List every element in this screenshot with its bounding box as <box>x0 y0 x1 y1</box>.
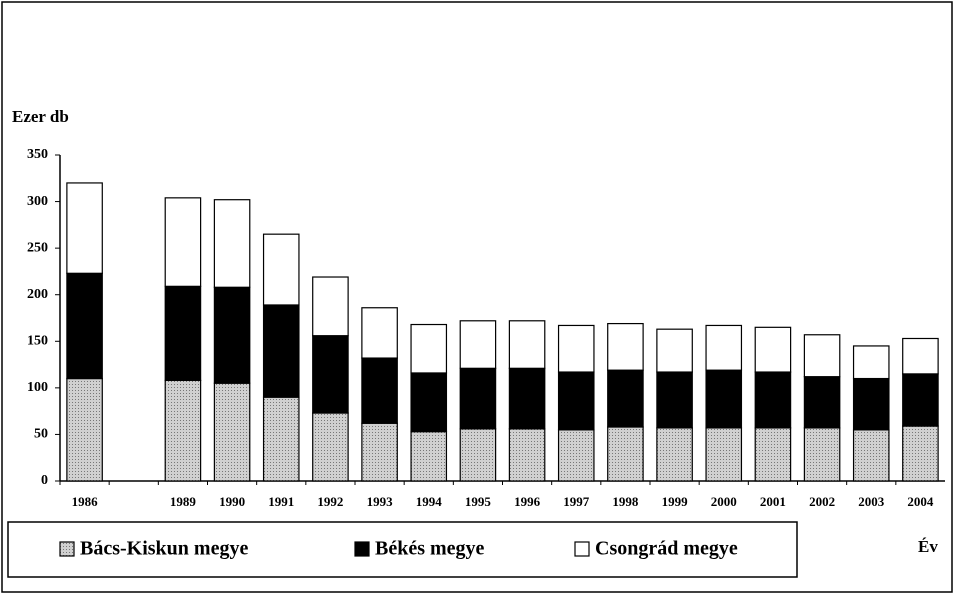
bar-segment <box>262 304 300 398</box>
bar-segment <box>66 182 103 274</box>
legend-label: Csongrád megye <box>595 538 738 560</box>
legend-swatch <box>59 541 75 557</box>
bar-segment <box>213 286 251 384</box>
legend-swatch <box>574 541 590 557</box>
x-tick-label: 1996 <box>514 494 541 509</box>
bar-segment <box>705 324 743 371</box>
bar-segment <box>705 427 743 482</box>
y-tick-label: 200 <box>27 287 48 302</box>
bar-segment <box>656 427 693 482</box>
bar-segment <box>312 276 349 337</box>
bar-segment <box>213 382 251 482</box>
bar-segment <box>459 367 497 430</box>
x-tick-label: 1997 <box>563 494 590 509</box>
x-tick-label: 1998 <box>612 494 639 509</box>
bar-segment <box>705 369 743 429</box>
x-tick-label: 1989 <box>170 494 197 509</box>
y-tick-label: 100 <box>27 380 48 395</box>
x-axis-label: Év <box>918 537 938 556</box>
legend-label: Békés megye <box>375 538 485 560</box>
y-tick-label: 150 <box>27 334 48 349</box>
bar-segment <box>508 428 546 482</box>
bar-segment <box>312 412 349 482</box>
bar-segment <box>459 428 497 482</box>
x-tick-label: 2004 <box>907 494 934 509</box>
bar-segment <box>262 396 300 482</box>
x-tick-label: 1995 <box>465 494 492 509</box>
x-tick-label: 1994 <box>416 494 443 509</box>
bar-segment <box>410 323 448 374</box>
bar-segment <box>607 369 644 428</box>
bar-segment <box>262 233 300 306</box>
bar-segment <box>164 379 202 482</box>
bar-segment <box>508 367 546 430</box>
bar-segment <box>754 326 792 373</box>
bar-segment <box>852 345 890 380</box>
bar-segment <box>656 371 693 429</box>
x-tick-label: 1999 <box>662 494 689 509</box>
y-tick-label: 300 <box>27 194 48 209</box>
bar-segment <box>607 322 644 371</box>
bar-segment <box>410 372 448 433</box>
bar-segment <box>902 373 939 427</box>
bar-segment <box>803 334 841 378</box>
legend-swatch <box>354 541 370 557</box>
y-tick-label: 250 <box>27 240 48 255</box>
bar-segment <box>66 377 103 482</box>
x-tick-label: 1986 <box>72 494 99 509</box>
x-tick-label: 2002 <box>809 494 835 509</box>
bar-segment <box>312 335 349 414</box>
x-tick-label: 1990 <box>219 494 245 509</box>
bar-segment <box>213 199 251 288</box>
x-tick-label: 1993 <box>367 494 394 509</box>
y-tick-label: 0 <box>41 473 48 488</box>
x-tick-label: 2001 <box>760 494 786 509</box>
x-tick-label: 2003 <box>858 494 885 509</box>
bar-segment <box>852 377 890 431</box>
bar-segment <box>361 357 398 424</box>
bar-segment <box>459 320 497 369</box>
y-axis-label: Ezer db <box>12 107 69 126</box>
y-tick-label: 50 <box>34 427 48 442</box>
bar-segment <box>754 371 792 429</box>
bar-segment <box>803 376 841 429</box>
bar-segment <box>66 272 103 380</box>
x-tick-label: 1991 <box>268 494 294 509</box>
bar-segment <box>164 197 202 287</box>
y-tick-label: 350 <box>27 147 48 162</box>
bar-segment <box>803 427 841 482</box>
legend-label: Bács-Kiskun megye <box>80 538 248 560</box>
bar-segment <box>902 425 939 482</box>
x-tick-label: 2000 <box>711 494 737 509</box>
bar-segment <box>754 427 792 482</box>
bar-segment <box>410 431 448 482</box>
bar-segment <box>508 320 546 369</box>
legend <box>7 521 798 578</box>
bar-segment <box>902 337 939 375</box>
bar-segment <box>557 324 595 373</box>
bar-segment <box>607 426 644 482</box>
x-tick-label: 1992 <box>317 494 343 509</box>
bar-segment <box>557 429 595 482</box>
bar-segment <box>656 328 693 373</box>
bar-segment <box>164 285 202 382</box>
bar-segment <box>852 429 890 482</box>
bar-segment <box>361 307 398 359</box>
bar-segment <box>361 422 398 482</box>
bar-segment <box>557 371 595 431</box>
